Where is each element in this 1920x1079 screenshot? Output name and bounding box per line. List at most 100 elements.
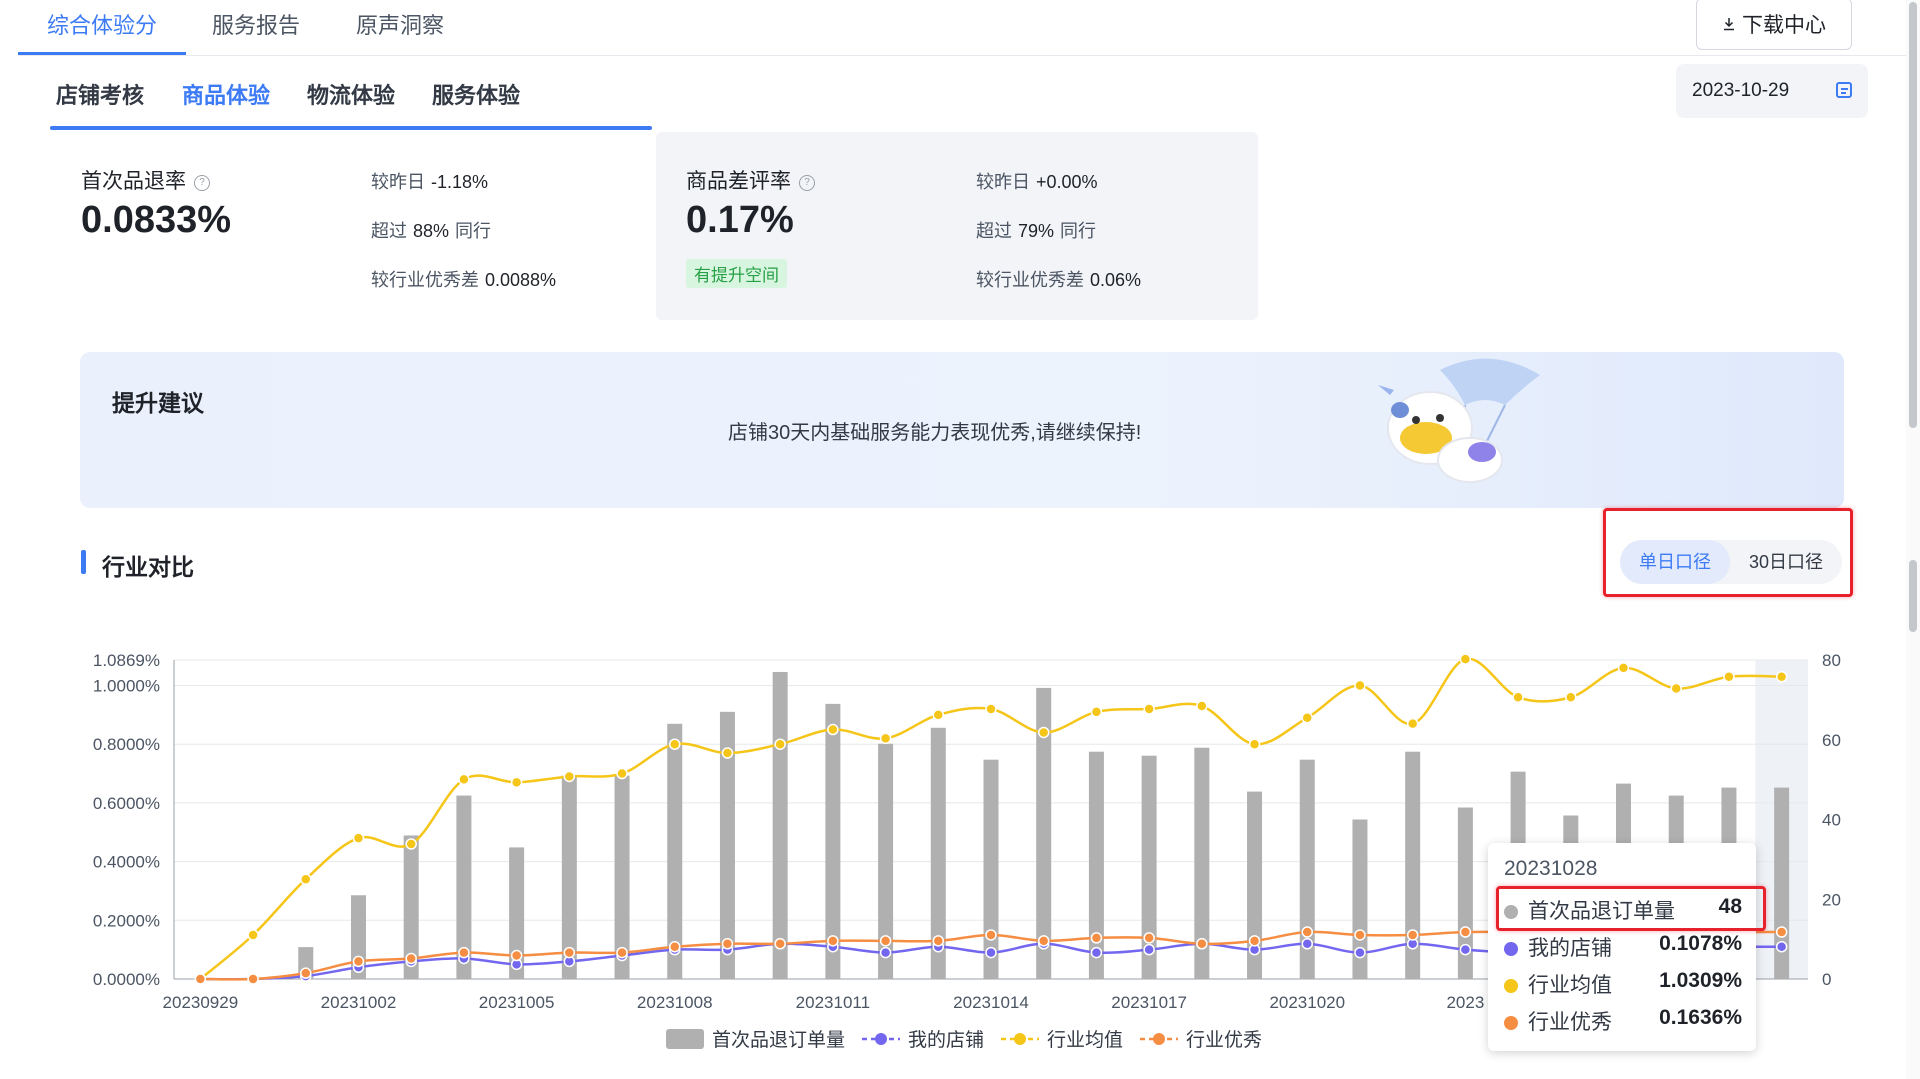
line-industry-excellent-point xyxy=(1143,932,1155,944)
chart-tooltip: 20231028 首次品退订单量 48 我的店铺 0.1078% 行业均值 1.… xyxy=(1488,843,1756,1051)
line-industry-excellent-point xyxy=(563,946,576,959)
top-divider xyxy=(18,55,1920,56)
bar-return-orders xyxy=(878,743,894,979)
date-value: 2023-10-29 xyxy=(1692,80,1790,101)
line-industry-excellent-point xyxy=(985,929,997,941)
tab-service-report[interactable]: 服务报告 xyxy=(212,13,301,38)
active-tab-underline xyxy=(18,52,186,55)
metric-return-rate-title: 首次品退率? xyxy=(81,165,210,195)
y-left-tick-label: 0.2000% xyxy=(93,911,160,930)
legend-dot-icon xyxy=(1504,979,1518,993)
section-accent-bar xyxy=(81,550,86,574)
subtab-store-assessment[interactable]: 店铺考核 xyxy=(56,83,145,108)
bar-return-orders xyxy=(930,727,946,979)
line-industry-avg-point xyxy=(1248,738,1261,750)
date-picker[interactable]: 2023-10-29 xyxy=(1676,64,1868,118)
line-industry-excellent-point xyxy=(300,967,312,979)
line-industry-avg-point xyxy=(405,838,417,850)
line-my-store-point xyxy=(1354,946,1366,959)
line-my-store-point xyxy=(1090,946,1103,959)
line-industry-excellent-point xyxy=(405,952,417,965)
line-industry-avg-point xyxy=(1565,691,1577,703)
line-industry-avg-point xyxy=(563,770,576,783)
help-icon[interactable]: ? xyxy=(194,175,210,191)
tooltip-row-industry-avg: 行业均值 1.0309% xyxy=(1504,969,1742,999)
x-tick-label: 20231017 xyxy=(1111,993,1187,1012)
line-industry-excellent-point xyxy=(827,935,839,947)
line-industry-avg-point xyxy=(985,703,997,715)
bar-return-orders xyxy=(1036,687,1052,979)
download-center-button[interactable]: 下载中心 xyxy=(1696,0,1852,50)
scrollbar-thumb-secondary[interactable] xyxy=(1909,560,1917,632)
x-tick-label: 20231014 xyxy=(953,993,1029,1012)
y-left-tick-label: 1.0000% xyxy=(93,677,160,696)
line-industry-avg-point xyxy=(1723,670,1735,683)
metric-review-vs-yesterday: 较昨日 +0.00% xyxy=(976,172,1098,192)
line-my-store-point xyxy=(1143,943,1155,956)
line-industry-excellent-point xyxy=(1406,929,1419,941)
x-tick-label: 20231020 xyxy=(1269,993,1345,1012)
line-industry-excellent-point xyxy=(879,935,892,947)
metric-return-vs-yesterday: 较昨日 -1.18% xyxy=(371,172,489,192)
line-industry-avg-point xyxy=(1196,700,1208,712)
bar-return-orders xyxy=(983,759,999,979)
caliber-toggle[interactable]: 单日口径 30日口径 xyxy=(1620,540,1842,584)
bar-return-orders xyxy=(456,795,472,979)
line-industry-avg-point xyxy=(352,832,365,844)
legend-swatch-dot xyxy=(875,1033,887,1045)
help-icon[interactable]: ? xyxy=(799,175,815,191)
metric-card-negative-review[interactable] xyxy=(656,132,1258,320)
line-industry-excellent-point xyxy=(774,938,786,950)
improvement-badge: 有提升空间 xyxy=(686,259,787,288)
bar-return-orders xyxy=(1194,747,1210,979)
bar-return-orders xyxy=(509,847,525,979)
line-industry-avg-point xyxy=(616,767,628,780)
line-my-store-point xyxy=(879,946,892,959)
line-industry-excellent-point xyxy=(1775,926,1788,938)
line-industry-excellent-point xyxy=(1196,938,1208,950)
line-industry-avg-point xyxy=(510,776,523,789)
tab-overall-score[interactable]: 综合体验分 xyxy=(47,13,158,38)
toggle-single-day[interactable]: 单日口径 xyxy=(1620,540,1730,584)
y-left-tick-label: 0.0000% xyxy=(93,970,160,989)
tooltip-row-return-orders: 首次品退订单量 48 xyxy=(1504,895,1742,925)
tab-voice-insight[interactable]: 原声洞察 xyxy=(356,13,445,38)
bar-return-orders xyxy=(772,671,788,979)
line-industry-excellent-point xyxy=(510,949,523,962)
y-right-tick-label: 20 xyxy=(1822,890,1841,909)
line-industry-avg-point xyxy=(458,773,470,786)
line-industry-excellent-point xyxy=(721,938,734,950)
subtab-product-experience[interactable]: 商品体验 xyxy=(182,83,271,108)
cow-mascot-illustration xyxy=(1378,358,1540,483)
line-my-store-point xyxy=(1301,938,1314,950)
section-title-industry-comparison: 行业对比 xyxy=(102,554,194,580)
bar-return-orders xyxy=(561,775,577,979)
tooltip-date: 20231028 xyxy=(1504,857,1598,880)
y-left-tick-label: 0.8000% xyxy=(93,735,160,754)
line-industry-avg-point xyxy=(1617,662,1630,674)
line-industry-avg-point xyxy=(1143,703,1155,715)
line-industry-avg-point xyxy=(1512,691,1524,703)
subtab-service-experience[interactable]: 服务体验 xyxy=(432,83,521,108)
legend-label: 首次品退订单量 xyxy=(712,1029,845,1051)
subtab-logistics-experience[interactable]: 物流体验 xyxy=(307,83,396,108)
metric-return-rate-value: 0.0833% xyxy=(81,199,232,241)
line-industry-excellent-point xyxy=(1248,935,1261,947)
bar-return-orders xyxy=(403,835,419,979)
line-industry-excellent-point xyxy=(194,973,207,985)
line-industry-avg-point xyxy=(1775,670,1788,683)
scrollbar-thumb[interactable] xyxy=(1909,2,1917,428)
line-my-store-point xyxy=(1775,940,1788,953)
legend-dot-icon xyxy=(1504,905,1518,919)
calendar-icon xyxy=(1836,82,1852,98)
line-industry-avg-point xyxy=(1354,679,1366,692)
tooltip-row-my-store: 我的店铺 0.1078% xyxy=(1504,932,1742,962)
x-tick-label: 20231011 xyxy=(796,993,870,1012)
legend-swatch-dot xyxy=(1014,1033,1026,1045)
legend-swatch-dot xyxy=(1153,1033,1165,1045)
toggle-30-day[interactable]: 30日口径 xyxy=(1748,552,1824,572)
line-industry-avg-point xyxy=(1670,682,1682,695)
y-right-tick-label: 40 xyxy=(1822,811,1841,830)
x-tick-label: 20231002 xyxy=(321,993,397,1012)
line-industry-avg-point xyxy=(668,738,681,750)
